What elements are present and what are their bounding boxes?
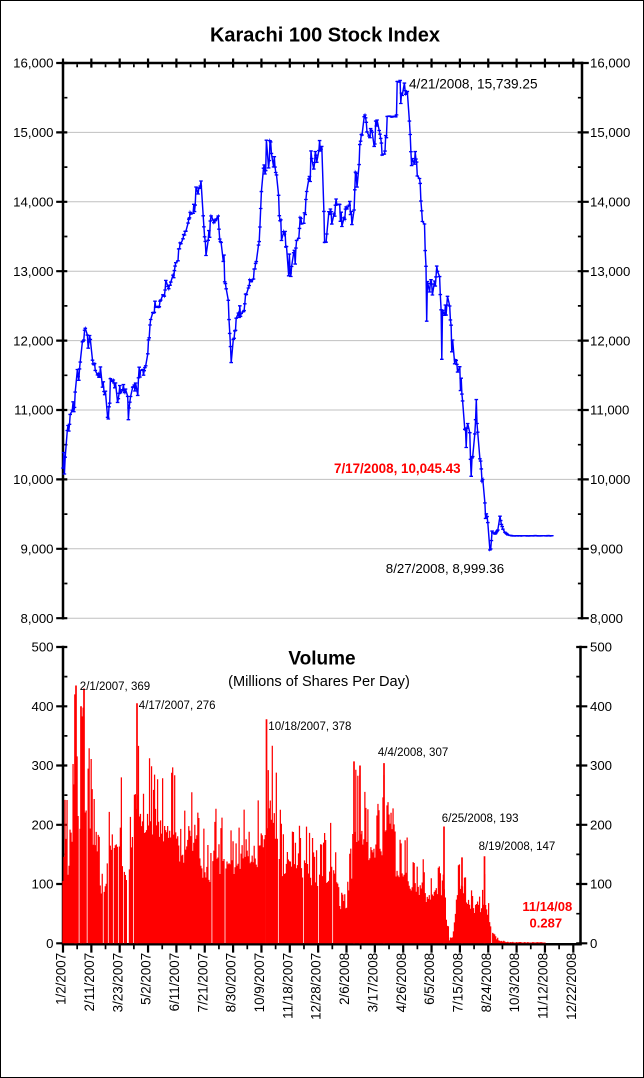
- svg-text:13,000: 13,000: [590, 264, 630, 279]
- svg-text:Volume: Volume: [288, 649, 355, 670]
- svg-text:500: 500: [590, 640, 612, 655]
- svg-text:13,000: 13,000: [13, 264, 53, 279]
- svg-text:(Millions of Shares Per Day): (Millions of Shares Per Day): [228, 674, 410, 690]
- svg-text:10/3/2008: 10/3/2008: [507, 953, 522, 1013]
- svg-text:2/11/2007: 2/11/2007: [82, 953, 97, 1012]
- svg-text:1/2/2007: 1/2/2007: [54, 953, 69, 1005]
- svg-text:11/18/2007: 11/18/2007: [280, 953, 295, 1019]
- svg-text:10,000: 10,000: [590, 472, 630, 487]
- svg-text:100: 100: [590, 877, 612, 892]
- svg-text:4/17/2007, 276: 4/17/2007, 276: [139, 700, 216, 712]
- svg-text:11/14/08: 11/14/08: [522, 899, 572, 914]
- svg-text:3/17/2008: 3/17/2008: [365, 953, 380, 1013]
- svg-text:0.287: 0.287: [530, 915, 563, 930]
- svg-text:8/24/2008: 8/24/2008: [479, 953, 494, 1013]
- svg-text:8,000: 8,000: [20, 611, 53, 626]
- svg-text:8/30/2007: 8/30/2007: [224, 953, 239, 1013]
- svg-text:15,000: 15,000: [590, 125, 630, 140]
- svg-text:7/17/2008, 10,045.43: 7/17/2008, 10,045.43: [334, 461, 461, 476]
- svg-text:2/6/2008: 2/6/2008: [337, 953, 352, 1005]
- svg-text:100: 100: [31, 877, 53, 892]
- svg-text:0: 0: [590, 936, 597, 951]
- svg-text:14,000: 14,000: [590, 195, 630, 210]
- svg-text:300: 300: [31, 758, 53, 773]
- svg-text:300: 300: [590, 758, 612, 773]
- svg-text:9,000: 9,000: [590, 542, 623, 557]
- svg-text:10/9/2007: 10/9/2007: [252, 953, 267, 1013]
- svg-text:400: 400: [31, 699, 53, 714]
- svg-text:7/15/2008: 7/15/2008: [451, 953, 466, 1013]
- svg-text:11,000: 11,000: [590, 403, 629, 418]
- svg-text:12/28/2007: 12/28/2007: [309, 953, 324, 1020]
- svg-text:9,000: 9,000: [20, 542, 53, 557]
- svg-text:2/1/2007, 369: 2/1/2007, 369: [80, 681, 150, 693]
- svg-text:4/4/2008, 307: 4/4/2008, 307: [378, 747, 448, 759]
- svg-text:16,000: 16,000: [13, 56, 53, 71]
- svg-text:4/26/2008: 4/26/2008: [394, 953, 409, 1013]
- svg-text:0: 0: [46, 936, 53, 951]
- svg-text:4/21/2008, 15,739.25: 4/21/2008, 15,739.25: [409, 76, 538, 91]
- svg-text:6/5/2008: 6/5/2008: [422, 953, 437, 1005]
- svg-text:3/23/2007: 3/23/2007: [110, 953, 125, 1013]
- svg-text:5/2/2007: 5/2/2007: [139, 953, 154, 1005]
- svg-text:400: 400: [590, 699, 612, 714]
- svg-text:6/25/2008, 193: 6/25/2008, 193: [442, 813, 519, 825]
- svg-text:500: 500: [31, 640, 53, 655]
- svg-text:8,000: 8,000: [590, 611, 623, 626]
- svg-text:8/27/2008, 8,999.36: 8/27/2008, 8,999.36: [386, 561, 504, 576]
- svg-text:10/18/2007, 378: 10/18/2007, 378: [268, 721, 351, 733]
- svg-text:8/19/2008, 147: 8/19/2008, 147: [479, 841, 556, 853]
- svg-text:200: 200: [31, 817, 53, 832]
- svg-text:12,000: 12,000: [13, 333, 53, 348]
- svg-text:11/12/2008: 11/12/2008: [536, 953, 551, 1019]
- svg-text:10,000: 10,000: [13, 472, 53, 487]
- svg-text:200: 200: [590, 817, 612, 832]
- svg-text:7/21/2007: 7/21/2007: [195, 953, 210, 1013]
- svg-text:11,000: 11,000: [14, 403, 53, 418]
- svg-text:Karachi 100 Stock Index: Karachi 100 Stock Index: [210, 25, 440, 47]
- svg-text:12/22/2008: 12/22/2008: [564, 953, 579, 1020]
- svg-text:12,000: 12,000: [590, 333, 630, 348]
- svg-text:6/11/2007: 6/11/2007: [167, 953, 182, 1012]
- svg-text:16,000: 16,000: [590, 56, 630, 71]
- svg-text:14,000: 14,000: [13, 195, 53, 210]
- svg-text:15,000: 15,000: [13, 125, 53, 140]
